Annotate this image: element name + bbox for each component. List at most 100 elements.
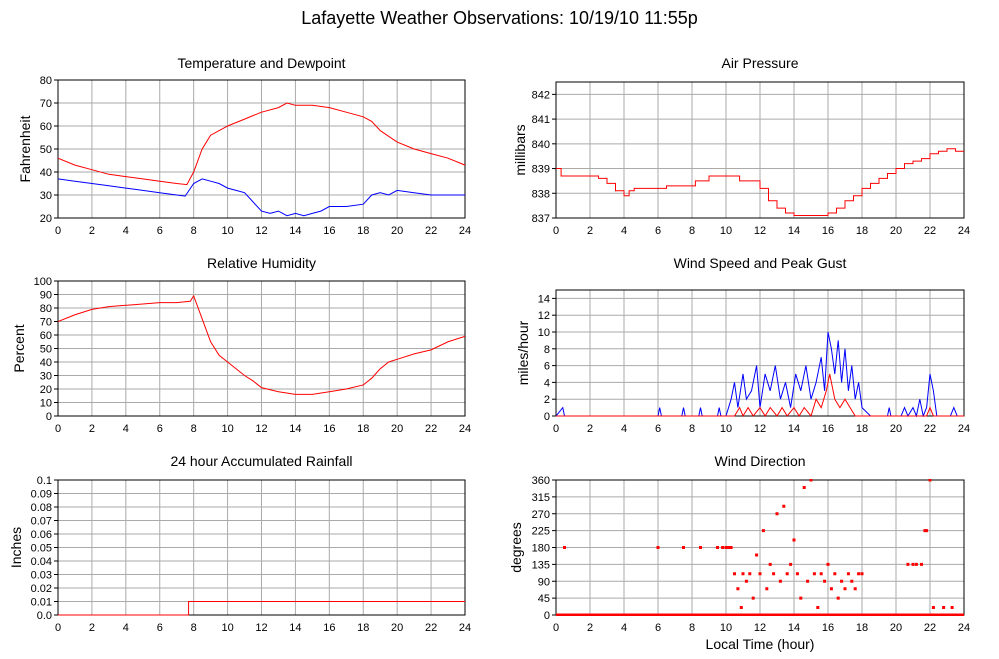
scatter-point [580, 613, 583, 616]
x-tick-label: 22 [924, 225, 936, 237]
scatter-point [826, 613, 830, 616]
x-tick-label: 18 [357, 423, 369, 435]
y-tick-label: 40 [40, 357, 52, 369]
scatter-point [799, 613, 803, 616]
scatter-point [789, 613, 793, 616]
scatter-point [960, 613, 964, 616]
scatter-point [777, 613, 781, 616]
scatter-point [707, 613, 711, 616]
scatter-point [806, 579, 810, 583]
scatter-point [668, 613, 672, 616]
y-tick-label: 840 [532, 139, 550, 151]
scatter-point [836, 596, 840, 600]
x-tick-label: 24 [958, 622, 970, 634]
scatter-point [778, 579, 782, 583]
scatter-point [836, 613, 840, 616]
scatter-point [721, 546, 725, 549]
scatter-point [841, 613, 845, 616]
x-tick-label: 18 [357, 225, 369, 237]
y-tick-label: 70 [40, 317, 52, 329]
scatter-point [812, 613, 816, 616]
y-tick-label: 0 [544, 610, 550, 622]
scatter-point [717, 613, 721, 616]
y-tick-label: 100 [34, 276, 52, 288]
x-tick-label: 16 [822, 622, 834, 634]
scatter-point [931, 613, 935, 616]
scatter-point [886, 613, 889, 616]
scatter-point [702, 613, 706, 616]
scatter-point [914, 613, 918, 616]
scatter-point [846, 613, 850, 616]
scatter-point [831, 613, 835, 616]
scatter-point [612, 613, 616, 616]
series-line [556, 331, 961, 417]
scatter-point [639, 613, 643, 616]
scatter-point [857, 572, 861, 576]
scatter-point [897, 613, 901, 616]
scatter-point [761, 529, 765, 533]
scatter-point [812, 572, 816, 576]
x-tick-label: 24 [958, 225, 970, 237]
x-tick-label: 24 [459, 622, 471, 634]
plot-frame [555, 81, 965, 219]
scatter-point [782, 504, 786, 508]
scatter-point [855, 613, 859, 616]
scatter-point [569, 613, 573, 616]
scatter-point [636, 613, 640, 616]
scatter-point [814, 613, 818, 616]
y-axis-label: Fahrenheit [17, 115, 33, 182]
scatter-point [695, 613, 699, 616]
scatter-point [593, 613, 597, 616]
scatter-point [748, 613, 752, 616]
scatter-point [663, 613, 667, 616]
scatter-point [799, 596, 803, 600]
scatter-point [811, 613, 815, 616]
x-tick-label: 8 [191, 622, 197, 634]
scatter-point [724, 613, 728, 616]
scatter-point [809, 613, 813, 616]
x-tick-label: 6 [655, 423, 661, 435]
x-tick-label: 4 [123, 225, 129, 237]
scatter-point [860, 613, 864, 616]
scatter-point [952, 613, 956, 616]
scatter-point [563, 613, 566, 616]
y-tick-label: 0.06 [31, 529, 52, 541]
scatter-point [625, 613, 629, 616]
x-tick-label: 18 [856, 225, 868, 237]
y-tick-label: 40 [40, 167, 52, 179]
scatter-point [585, 613, 589, 616]
scatter-point [852, 613, 855, 616]
scatter-point [568, 613, 572, 616]
scatter-point [850, 613, 854, 616]
scatter-point [790, 613, 794, 616]
plot-frame [57, 280, 466, 417]
scatter-point [563, 546, 566, 549]
scatter-point [782, 613, 786, 616]
y-tick-label: 90 [40, 290, 52, 302]
y-tick-label: 360 [532, 475, 550, 487]
x-tick-label: 24 [958, 423, 970, 435]
scatter-point [627, 613, 631, 616]
x-tick-label: 4 [621, 622, 627, 634]
scatter-point [761, 613, 765, 616]
scatter-point [903, 613, 906, 616]
scatter-point [906, 562, 910, 566]
x-tick-label: 24 [459, 423, 471, 435]
scatter-point [595, 613, 599, 616]
x-tick-label: 6 [157, 423, 163, 435]
scatter-point [802, 613, 806, 616]
y-tick-label: 0.03 [31, 570, 52, 582]
scatter-point [744, 613, 748, 616]
scatter-point [678, 613, 682, 616]
y-tick-label: 4 [544, 377, 550, 389]
x-tick-label: 6 [157, 622, 163, 634]
x-tick-label: 10 [221, 225, 233, 237]
scatter-point [659, 613, 663, 616]
scatter-point [906, 613, 910, 616]
x-tick-label: 0 [553, 225, 559, 237]
scatter-point [709, 613, 713, 616]
